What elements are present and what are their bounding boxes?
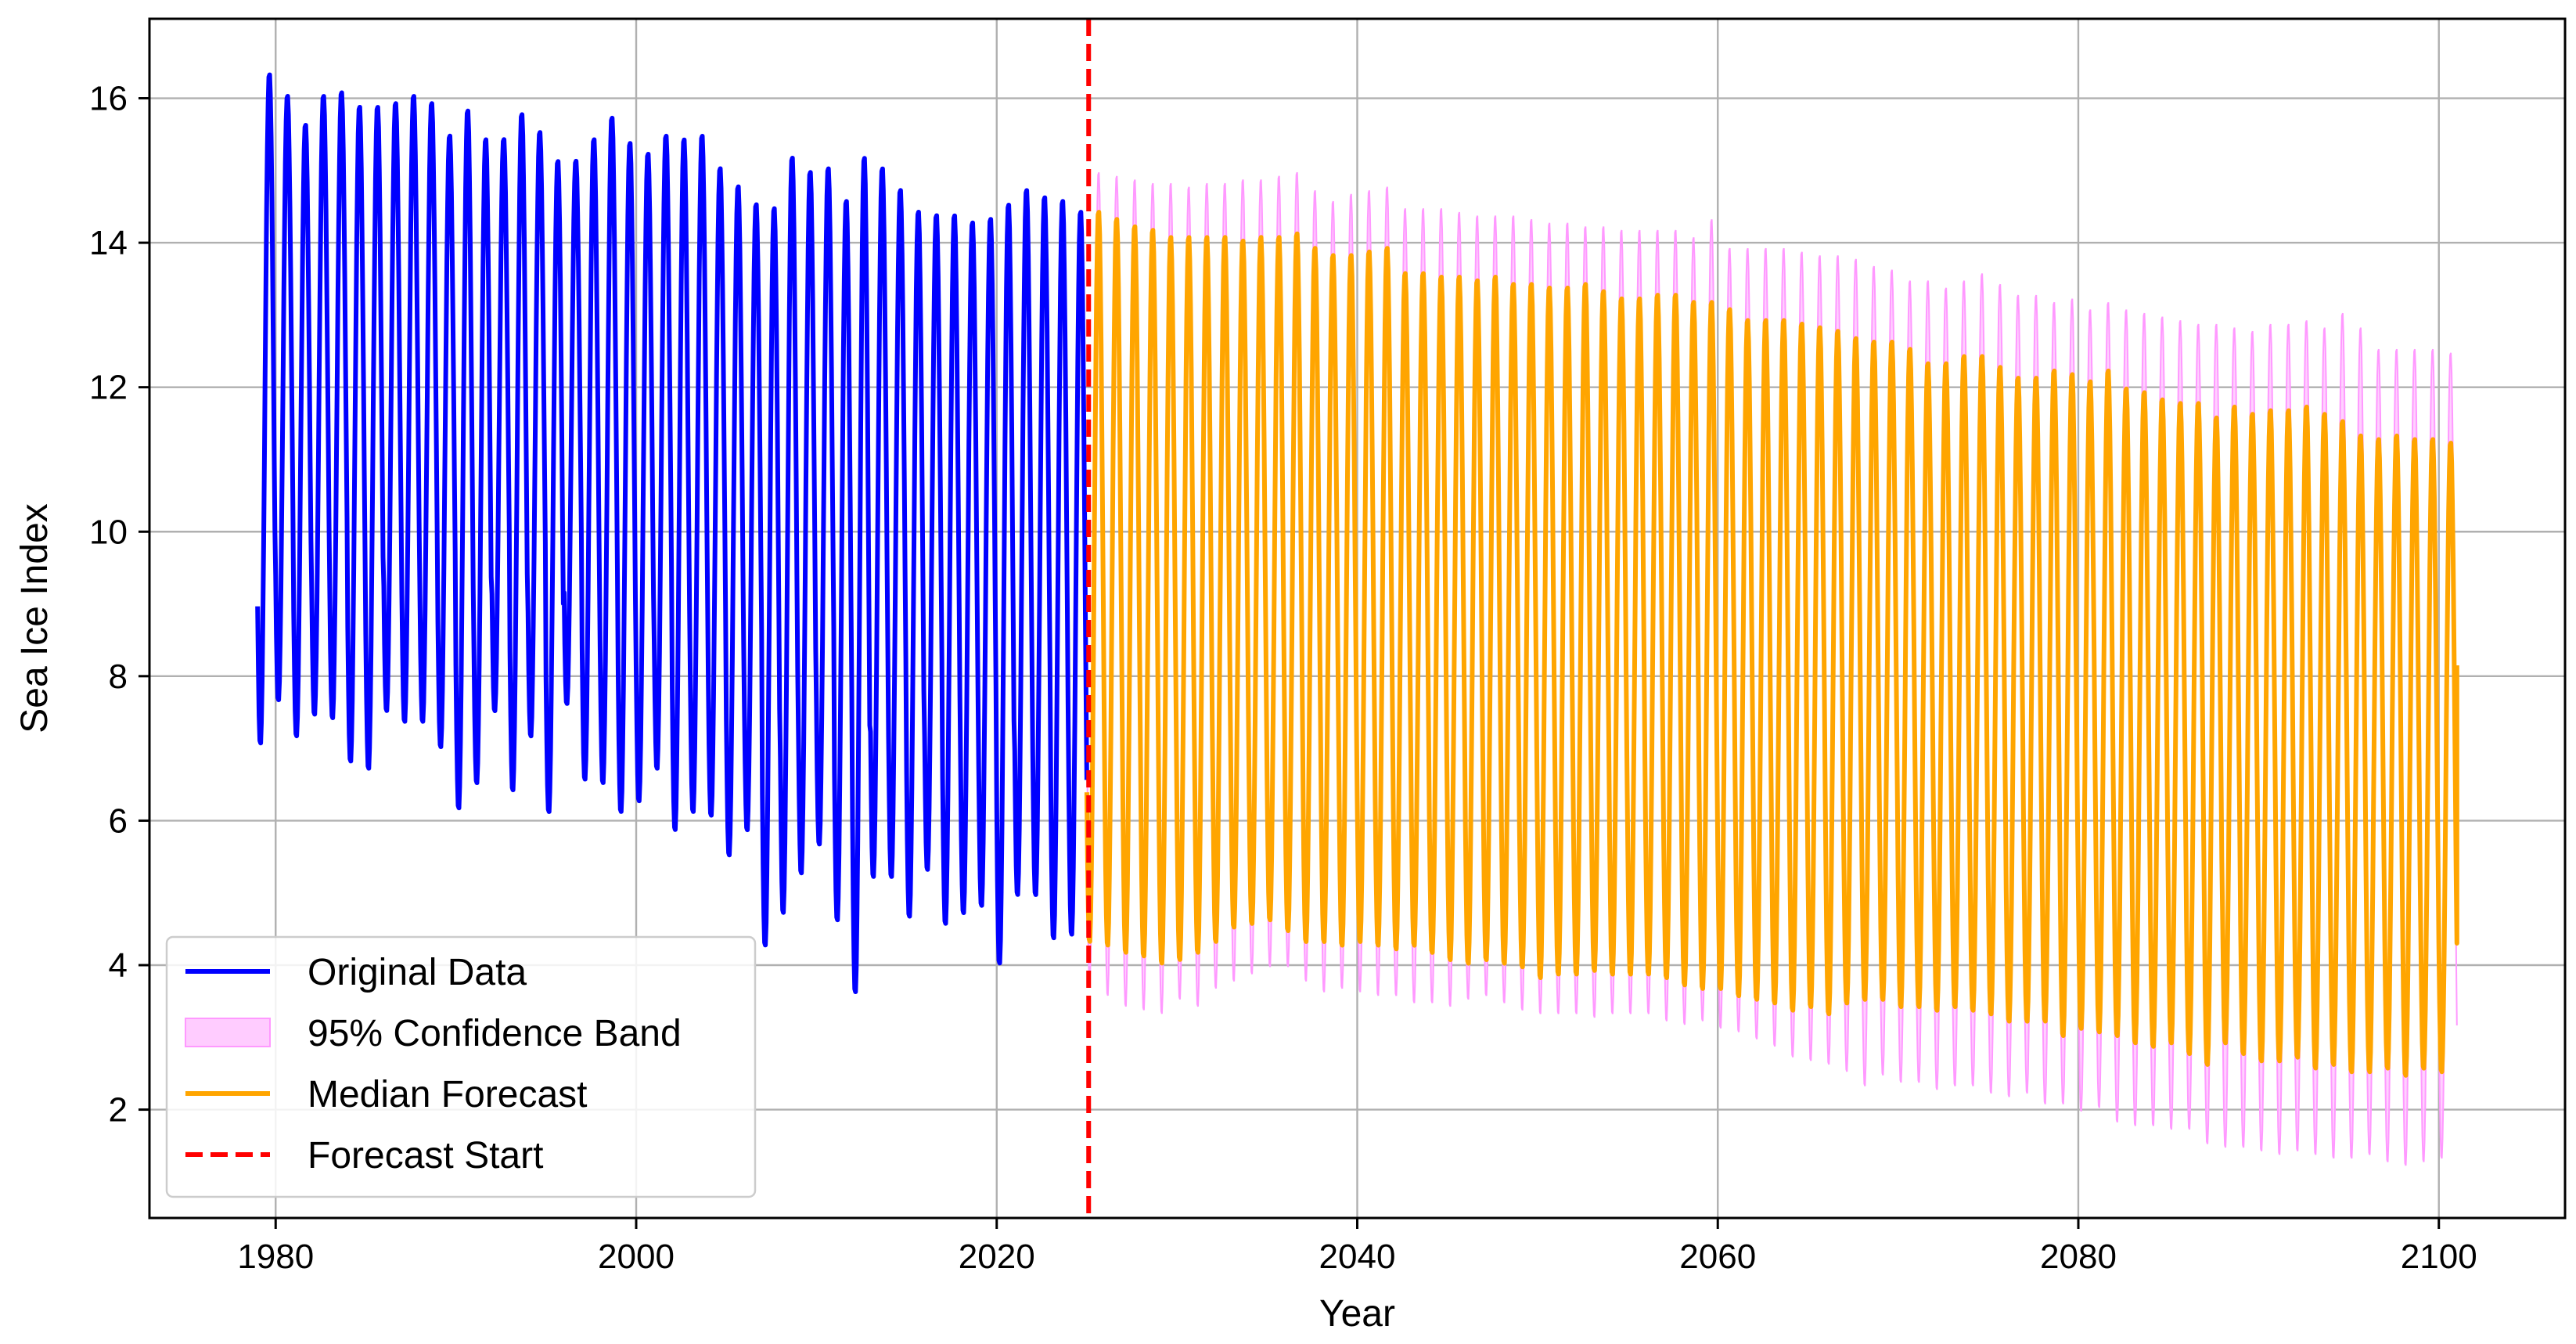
legend: Original Data 95% Confidence Band Median F… [165,935,757,1198]
x-tick-label-1980: 1980 [237,1238,314,1276]
axis-ticks: 1980 2000 2020 2040 2060 2080 2100 2 4 6 8 10 12 14 16 [89,80,2477,1276]
y-tick-label-4: 4 [109,946,128,985]
y-tick-label-14: 14 [89,224,128,262]
y-tick-label-16: 16 [89,80,128,118]
y-tick-label-2: 2 [109,1091,128,1130]
y-tick-label-10: 10 [89,513,128,551]
x-tick-label-2060: 2060 [1679,1238,1756,1276]
legend-label-0: Original Data [308,952,527,993]
y-tick-label-8: 8 [109,658,128,696]
legend-label-2: Median Forecast [308,1074,588,1115]
x-tick-label-2020: 2020 [959,1238,1035,1276]
x-tick-label-2100: 2100 [2401,1238,2477,1276]
x-tick-label-2000: 2000 [598,1238,675,1276]
legend-swatch-1 [185,1018,271,1047]
legend-label-3: Forecast Start [308,1135,543,1176]
y-tick-label-6: 6 [109,802,128,840]
series [255,72,2459,1078]
y-tick-label-12: 12 [89,369,128,407]
x-tick-label-2080: 2080 [2040,1238,2117,1276]
x-tick-label-2040: 2040 [1319,1238,1396,1276]
x-axis-label: Year [1319,1293,1395,1335]
legend-label-1: 95% Confidence Band [308,1013,682,1054]
y-axis-label: Sea Ice Index [14,503,56,733]
legend-box [165,935,757,1198]
series-original-data [255,72,1089,994]
series-median-forecast [1084,210,2459,1078]
